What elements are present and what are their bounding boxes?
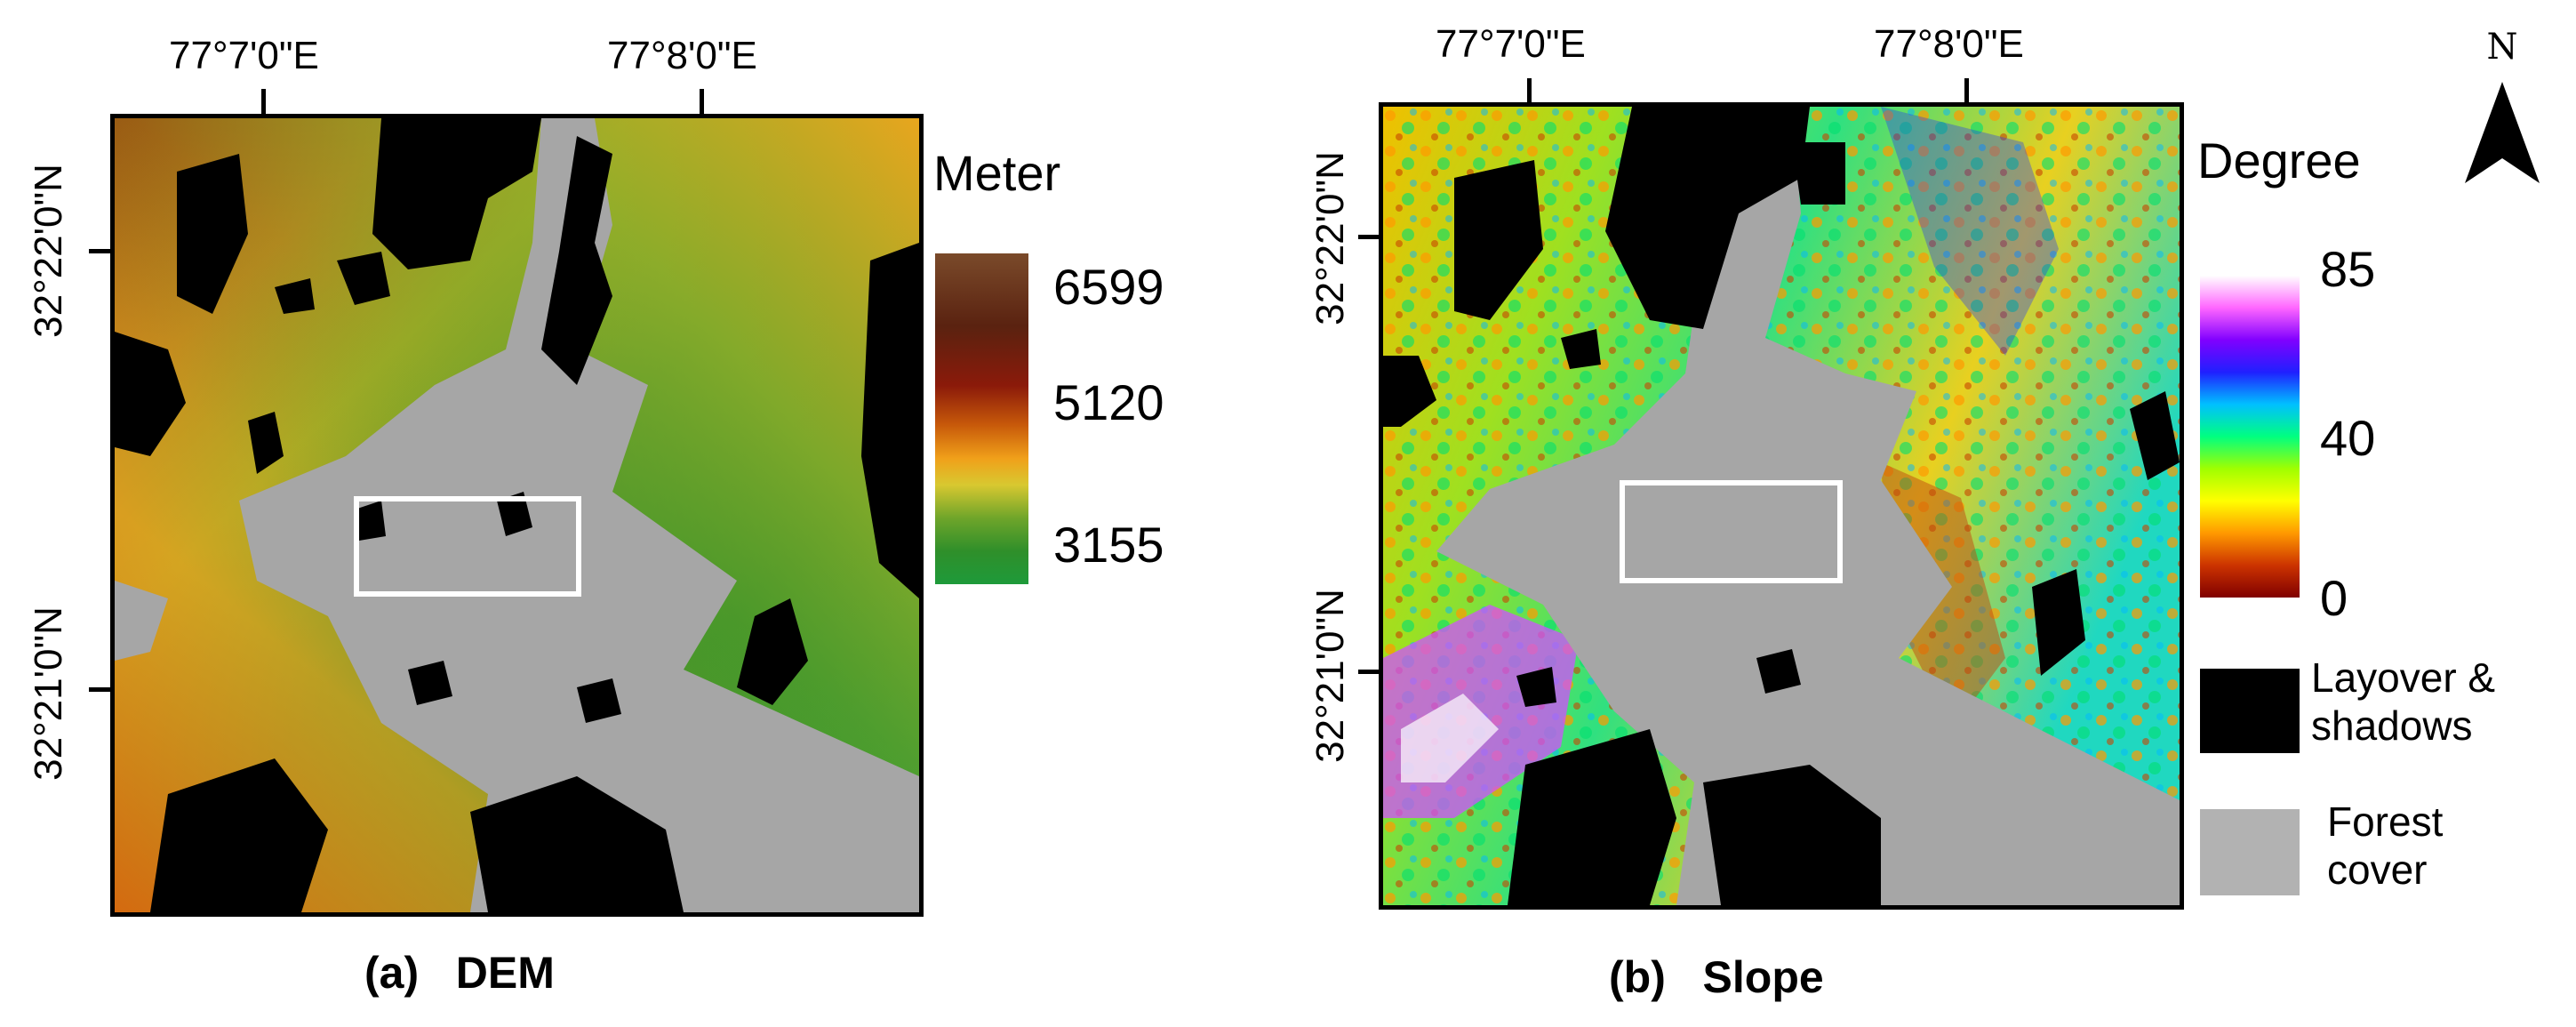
side-tick-label-1: 32°22'0"N xyxy=(1308,151,1352,325)
legend-label-line: Layover & xyxy=(2311,654,2496,701)
legend-title: Meter xyxy=(933,145,1061,201)
legend-value-min: 0 xyxy=(2320,570,2348,626)
legend-value-mid: 40 xyxy=(2320,410,2376,466)
slope-raster xyxy=(1383,107,2180,905)
dem-raster xyxy=(115,118,919,912)
legend-swatch-forest xyxy=(2200,809,2300,895)
legend-label-line: Forest xyxy=(2327,798,2444,845)
legend-label-forest: Forest cover xyxy=(2327,798,2443,894)
legend-label-layover: Layover & shadows xyxy=(2311,654,2495,750)
caption-letter: (b) xyxy=(1609,952,1666,1002)
top-tick-label-2: 77°8'0"E xyxy=(607,34,757,77)
top-tick-1 xyxy=(261,89,266,116)
top-tick-1 xyxy=(1527,78,1532,103)
roi-box xyxy=(1620,480,1843,583)
top-tick-label-1: 77°7'0"E xyxy=(169,34,319,77)
side-tick-label-2: 32°21'0"N xyxy=(27,606,70,781)
side-tick-label-1: 32°22'0"N xyxy=(27,164,70,338)
top-tick-label-2: 77°8'0"E xyxy=(1874,22,2024,66)
caption-title: DEM xyxy=(455,948,555,998)
side-tick-2 xyxy=(89,687,114,692)
slope-map xyxy=(1379,102,2184,910)
roi-box xyxy=(354,496,581,597)
caption-slope: (b) Slope xyxy=(1609,951,1824,1003)
side-tick-1 xyxy=(1358,235,1381,239)
elevation-color-ramp xyxy=(935,253,1028,584)
legend-label-line: shadows xyxy=(2311,702,2473,749)
north-arrow-icon xyxy=(2465,82,2540,183)
caption-title: Slope xyxy=(1702,952,1824,1002)
legend-swatch-layover xyxy=(2200,669,2300,753)
legend-value-max: 85 xyxy=(2320,241,2376,297)
legend-value-max: 6599 xyxy=(1053,259,1164,315)
caption-letter: (a) xyxy=(364,948,420,998)
slope-color-ramp xyxy=(2200,276,2300,598)
top-tick-label-1: 77°7'0"E xyxy=(1436,22,1586,66)
dem-map xyxy=(110,114,924,917)
caption-dem: (a) DEM xyxy=(364,947,555,999)
side-tick-label-2: 32°21'0"N xyxy=(1308,589,1352,763)
legend-label-line: cover xyxy=(2327,846,2428,893)
north-arrow-label: N xyxy=(2486,27,2518,68)
top-tick-2 xyxy=(700,89,704,116)
side-tick-1 xyxy=(89,249,114,253)
north-arrow: N xyxy=(2458,27,2547,205)
top-tick-2 xyxy=(1964,78,1969,103)
legend-value-mid: 5120 xyxy=(1053,374,1164,430)
legend-title: Degree xyxy=(2197,132,2361,189)
legend-value-min: 3155 xyxy=(1053,517,1164,573)
side-tick-2 xyxy=(1358,670,1381,674)
